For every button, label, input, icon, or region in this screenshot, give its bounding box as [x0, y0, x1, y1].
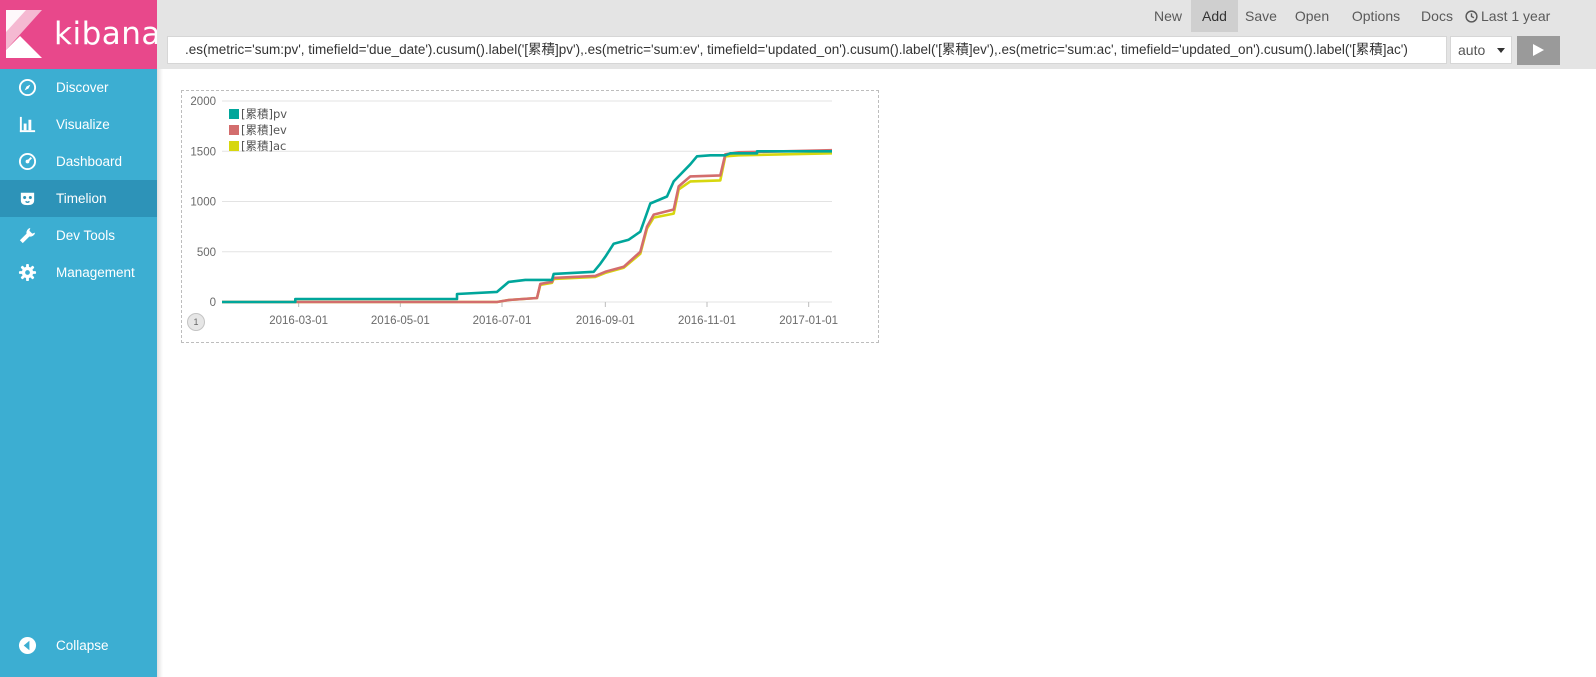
menu-add-button[interactable]: Add — [1191, 0, 1238, 32]
sidebar-item-discover[interactable]: Discover — [0, 69, 157, 106]
x-tick-label: 2016-09-01 — [576, 315, 635, 327]
menu-open-button[interactable]: Open — [1294, 8, 1330, 24]
compass-icon — [18, 78, 37, 97]
sidebar-item-label: Management — [56, 265, 135, 280]
x-tick-label: 2016-05-01 — [371, 315, 430, 327]
interval-value: auto — [1458, 42, 1486, 58]
sidebar-item-label: Dev Tools — [56, 228, 116, 243]
wrench-icon — [19, 227, 36, 244]
legend-label[interactable]: [累積]ev — [241, 123, 287, 137]
sidebar-item-dev-tools[interactable]: Dev Tools — [0, 217, 157, 254]
y-tick-label: 500 — [197, 247, 216, 259]
legend-swatch[interactable] — [229, 109, 239, 119]
panel-index-badge[interactable]: 1 — [187, 313, 205, 331]
x-tick-label: 2016-11-01 — [678, 315, 736, 327]
collapse-label: Collapse — [56, 638, 109, 653]
sidebar-item-label: Dashboard — [56, 154, 123, 169]
timelion-mask-icon — [20, 192, 35, 206]
caret-down-icon — [1497, 48, 1505, 53]
menu-new-button[interactable]: New — [1153, 8, 1182, 24]
kibana-logo-text: kibana — [54, 16, 161, 52]
sidebar-collapse-button[interactable]: Collapse — [0, 627, 157, 664]
bar-chart-icon — [19, 116, 36, 133]
x-tick-label: 2017-01-01 — [779, 315, 838, 327]
series-line-1[interactable] — [222, 148, 833, 304]
sidebar-item-visualize[interactable]: Visualize — [0, 106, 157, 143]
menu-docs-button[interactable]: Docs — [1421, 8, 1453, 24]
sidebar: kibana Discover Visualize Dashboard — [0, 0, 160, 677]
collapse-arrow-icon — [18, 636, 37, 655]
top-nav-bar: New Add Save Open Options Docs Last 1 ye… — [157, 0, 1596, 69]
legend-label[interactable]: [累積]ac — [241, 139, 286, 153]
sidebar-item-management[interactable]: Management — [0, 254, 157, 291]
legend-swatch[interactable] — [229, 125, 239, 135]
gauge-icon — [18, 152, 37, 171]
sidebar-item-label: Timelion — [56, 191, 107, 206]
y-tick-label: 1500 — [190, 146, 216, 158]
sidebar-item-dashboard[interactable]: Dashboard — [0, 143, 157, 180]
sidebar-item-label: Visualize — [56, 117, 110, 132]
y-tick-label: 0 — [210, 297, 216, 309]
menu-save-button[interactable]: Save — [1245, 8, 1277, 24]
time-range-label: Last 1 year — [1481, 8, 1551, 24]
y-tick-label: 1000 — [190, 197, 216, 209]
timelion-chart-panel[interactable]: 0 500 1000 1500 2000 2016-03-01 2016-05-01 2016… — [181, 90, 879, 343]
kibana-logo-icon — [6, 10, 42, 58]
x-tick-label: 2016-07-01 — [473, 315, 532, 327]
legend-label[interactable]: [累積]pv — [241, 107, 287, 121]
series-line-0[interactable] — [222, 150, 832, 304]
run-button[interactable] — [1517, 36, 1560, 65]
clock-icon — [1465, 10, 1478, 23]
legend-swatch[interactable] — [229, 141, 239, 151]
time-picker-button[interactable]: Last 1 year — [1465, 0, 1593, 32]
gear-icon — [18, 263, 37, 282]
sidebar-item-label: Discover — [56, 80, 109, 95]
x-tick-label: 2016-03-01 — [269, 315, 328, 327]
sidebar-item-timelion[interactable]: Timelion — [0, 180, 157, 217]
interval-select[interactable]: auto — [1450, 36, 1512, 64]
play-icon — [1533, 44, 1544, 56]
sidebar-shadow — [157, 69, 163, 677]
expression-input[interactable]: .es(metric='sum:pv', timefield='due_date… — [167, 36, 1447, 64]
line-chart: 0 500 1000 1500 2000 2016-03-01 2016-05-01 2016… — [190, 96, 838, 327]
menu-options-button[interactable]: Options — [1351, 8, 1401, 24]
kibana-logo[interactable]: kibana — [0, 0, 160, 69]
y-tick-label: 2000 — [190, 96, 216, 108]
